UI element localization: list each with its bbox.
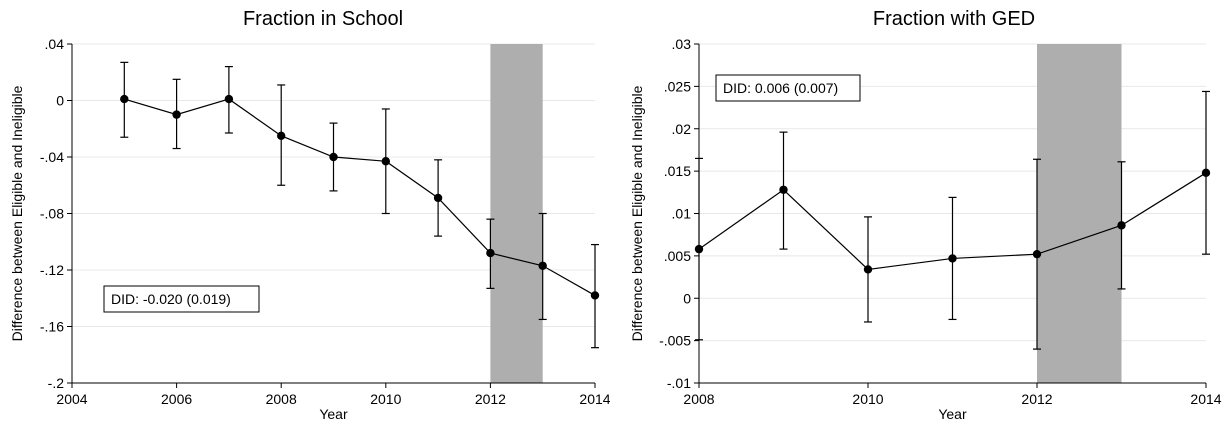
data-point [948, 254, 957, 263]
y-tick-label: .01 [672, 206, 692, 222]
y-tick-label: 0 [683, 290, 691, 306]
data-point [1032, 249, 1042, 259]
y-tick-label: -.12 [40, 262, 64, 278]
x-tick-label: 2004 [56, 391, 87, 407]
y-tick-label: .03 [672, 36, 692, 52]
y-tick-label: -.04 [40, 149, 64, 165]
data-point [224, 94, 234, 104]
y-tick-label: .015 [664, 163, 691, 179]
x-tick-label: 2010 [852, 391, 883, 407]
y-tick-label: .04 [45, 36, 65, 52]
x-tick-label: 2012 [475, 391, 506, 407]
did-annotation-box [715, 74, 861, 102]
x-tick-label: 2014 [1190, 391, 1221, 407]
y-tick-label: 0 [56, 93, 64, 109]
data-point [694, 244, 704, 254]
x-axis-label: Year [938, 406, 967, 422]
y-axis-label: Difference between Eligible and Ineligib… [629, 85, 645, 341]
chart-title: Fraction with GED [873, 8, 1035, 30]
did-annotation-box [103, 285, 260, 313]
did-annotation-text: DID: 0.006 (0.007) [723, 80, 838, 96]
data-point [120, 94, 129, 104]
data-point [1201, 168, 1211, 178]
y-tick-label: -.2 [48, 375, 65, 391]
data-point [590, 291, 600, 300]
y-tick-label: -.08 [40, 206, 64, 222]
chart-panel-fraction-with-ged: -.01 -.005 0 .005 .01 .015 .02 .025 .03 2008 2010 2… [620, 0, 1231, 443]
data-point [779, 185, 788, 194]
y-tick-label: .005 [664, 248, 691, 264]
chart-panel-fraction-in-school: -.2 -.16 -.12 -.08 -.04 0 .04 2004 2006 2008 2010 2… [0, 0, 610, 443]
y-tick-label: -.01 [667, 375, 691, 391]
series-line [124, 98, 596, 296]
chart-fraction-with-ged: -.01 -.005 0 .005 .01 .015 .02 .025 .03 2008 2010 2… [629, 8, 1222, 422]
chart-fraction-in-school: -.2 -.16 -.12 -.08 -.04 0 .04 2004 2006 2008 2010 2… [9, 8, 610, 422]
y-tick-label: -.16 [40, 319, 64, 335]
data-point [277, 131, 286, 141]
data-point [863, 265, 873, 274]
chart-title: Fraction in School [243, 8, 403, 30]
data-point [381, 157, 390, 166]
shaded-period [490, 44, 543, 383]
y-tick-label: -.005 [659, 333, 691, 349]
y-tick-label: .025 [664, 78, 691, 94]
x-tick-label: 2014 [579, 391, 610, 407]
data-point [433, 193, 443, 203]
y-tick-label: .02 [672, 121, 692, 137]
data-point [1117, 221, 1126, 230]
shaded-period [1037, 44, 1122, 383]
x-tick-label: 2012 [1021, 391, 1052, 407]
x-tick-label: 2008 [266, 391, 297, 407]
data-point [538, 261, 547, 270]
x-tick-label: 2008 [683, 391, 714, 407]
data-point [172, 110, 181, 119]
data-point [486, 248, 495, 258]
x-axis-label: Year [319, 406, 348, 422]
did-annotation-text: DID: -0.020 (0.019) [111, 291, 231, 307]
data-point [329, 152, 338, 162]
x-tick-label: 2010 [370, 391, 401, 407]
y-axis-label: Difference between Eligible and Ineligib… [9, 85, 25, 341]
x-tick-label: 2006 [161, 391, 192, 407]
